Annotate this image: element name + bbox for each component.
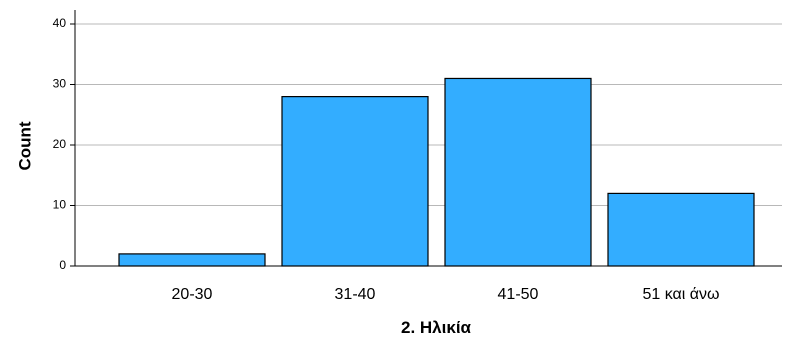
y-tick-label: 0 <box>59 258 66 272</box>
y-tick-label: 40 <box>53 16 67 30</box>
y-tick-label: 10 <box>53 198 67 212</box>
x-tick-label: 41-50 <box>498 286 539 303</box>
bar <box>118 253 266 267</box>
y-axis-label: Count <box>15 121 34 170</box>
y-tick-label: 20 <box>53 137 67 151</box>
bars <box>118 77 755 267</box>
x-axis-ticks: 20-30 31-40 41-50 51 και άνω <box>172 286 720 303</box>
bar <box>281 95 429 267</box>
x-tick-label: 20-30 <box>172 286 213 303</box>
x-tick-label: 51 και άνω <box>642 286 719 303</box>
bar <box>607 192 755 267</box>
x-tick-label: 31-40 <box>335 286 376 303</box>
y-tick-label: 30 <box>53 77 67 91</box>
bar <box>444 77 592 267</box>
y-axis-ticks: 0 10 20 30 40 <box>53 16 75 272</box>
x-axis-label: 2. Ηλικία <box>401 318 472 337</box>
